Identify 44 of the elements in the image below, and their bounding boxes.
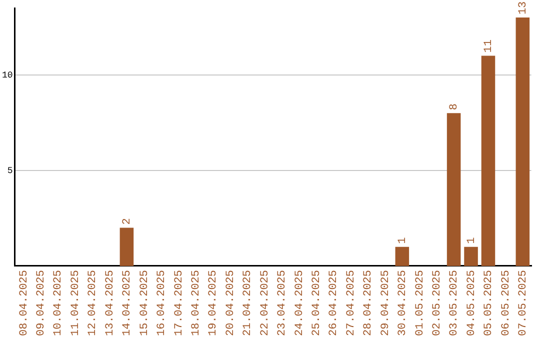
x-tick-label: 30.04.2025 [397, 270, 410, 336]
x-tick-label: 26.04.2025 [328, 270, 340, 336]
x-tick-label: 21.04.2025 [242, 270, 254, 336]
x-tick-label: 02.05.2025 [431, 270, 444, 336]
x-tick-label: 17.04.2025 [173, 270, 186, 336]
bar [516, 18, 530, 266]
x-tick-label: 16.04.2025 [156, 270, 168, 336]
x-tick-label: 24.04.2025 [294, 270, 306, 336]
bar [446, 113, 461, 266]
x-tick-label: 23.04.2025 [276, 270, 289, 336]
x-tick-label: 11.04.2025 [70, 270, 82, 336]
x-tick-label: 20.04.2025 [224, 270, 237, 336]
x-tick-label: 29.04.2025 [380, 270, 392, 336]
data-label: 1 [397, 236, 410, 244]
x-tick-label: 03.05.2025 [448, 270, 461, 336]
x-tick-label: 19.04.2025 [208, 270, 220, 336]
data-label: 13 [518, 1, 530, 15]
x-tick-label: 14.04.2025 [122, 270, 134, 336]
data-label: 11 [483, 39, 496, 53]
x-tick-label: 05.05.2025 [483, 270, 496, 336]
x-tick-label: 09.04.2025 [36, 270, 48, 336]
x-tick-label: 15.04.2025 [138, 270, 151, 336]
x-tick-label: 18.04.2025 [190, 270, 202, 336]
data-label: 8 [448, 103, 461, 110]
bar [395, 246, 410, 266]
x-tick-label: 22.04.2025 [259, 270, 272, 336]
y-tick-label: 10 [2, 70, 13, 80]
x-tick-label: 25.04.2025 [310, 270, 323, 336]
x-tick-label: 06.05.2025 [500, 270, 512, 336]
y-tick-label: 5 [7, 166, 13, 176]
x-tick-label: 12.04.2025 [87, 270, 100, 336]
bar [481, 56, 496, 266]
x-tick-label: 08.04.2025 [18, 270, 30, 336]
x-tick-label: 27.04.2025 [345, 270, 358, 336]
x-tick-label: 01.05.2025 [414, 270, 426, 336]
x-tick-label: 13.04.2025 [104, 270, 116, 336]
x-tick-label: 04.05.2025 [466, 270, 478, 336]
bar [120, 228, 134, 266]
data-label: 1 [466, 236, 478, 244]
data-label: 2 [122, 218, 134, 225]
bar [464, 246, 478, 266]
x-tick-label: 07.05.2025 [518, 270, 530, 336]
x-tick-label: 10.04.2025 [52, 270, 65, 336]
x-tick-label: 28.04.2025 [362, 270, 375, 336]
